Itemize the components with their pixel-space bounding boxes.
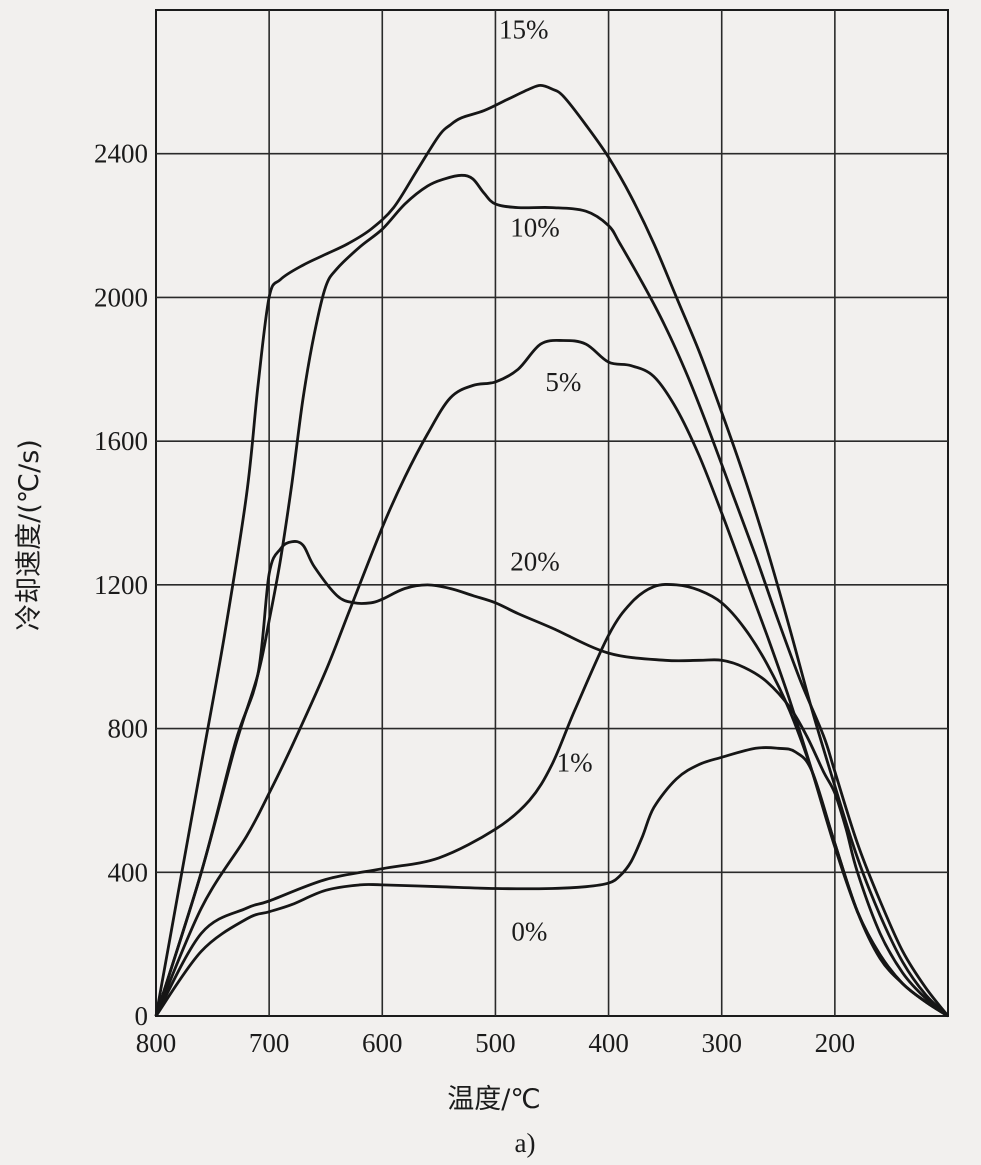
series-line-15pct — [154, 84, 949, 1018]
y-tick-label: 2000 — [94, 282, 148, 312]
y-axis-title: 冷却速度/(℃/s) — [14, 439, 45, 631]
series-label-0pct: 0% — [511, 917, 547, 947]
series-label-1pct: 1% — [557, 748, 593, 778]
plot-frame — [155, 9, 949, 1017]
x-tick-label: 400 — [588, 1028, 629, 1058]
y-tick-label: 800 — [108, 714, 149, 744]
x-tick-label: 200 — [815, 1028, 856, 1058]
x-tick-label: 600 — [362, 1028, 403, 1058]
y-tick-label: 1200 — [94, 570, 148, 600]
y-tick-label: 400 — [108, 857, 149, 887]
y-tick-label: 1600 — [94, 426, 148, 456]
series-label-20pct: 20% — [510, 546, 560, 576]
y-tick-label: 0 — [135, 1001, 149, 1031]
series-label-15pct: 15% — [499, 15, 549, 45]
x-axis-title: 温度/℃ — [447, 1084, 540, 1115]
series-lines — [154, 84, 950, 1018]
x-tick-label: 800 — [136, 1028, 177, 1058]
figure-caption: a) — [515, 1128, 536, 1158]
series-line-20pct — [154, 540, 949, 1018]
grid — [156, 10, 948, 1016]
series-line-1pct — [154, 583, 949, 1018]
series-labels: 0% 1% 5% 10% 15% 20% — [499, 15, 593, 947]
series-line-0pct — [154, 746, 949, 1018]
series-line-10pct — [154, 173, 950, 1017]
x-tick-label: 300 — [701, 1028, 742, 1058]
series-label-10pct: 10% — [510, 212, 560, 242]
x-tick-label: 500 — [475, 1028, 516, 1058]
x-tick-label: 700 — [249, 1028, 290, 1058]
y-axis-ticks: 0 400 800 1200 1600 2000 2400 — [94, 139, 148, 1031]
y-tick-label: 2400 — [94, 139, 148, 169]
series-line-5pct — [154, 338, 949, 1018]
series-label-5pct: 5% — [545, 367, 581, 397]
x-axis-ticks: 800 700 600 500 400 300 200 — [136, 1028, 855, 1058]
